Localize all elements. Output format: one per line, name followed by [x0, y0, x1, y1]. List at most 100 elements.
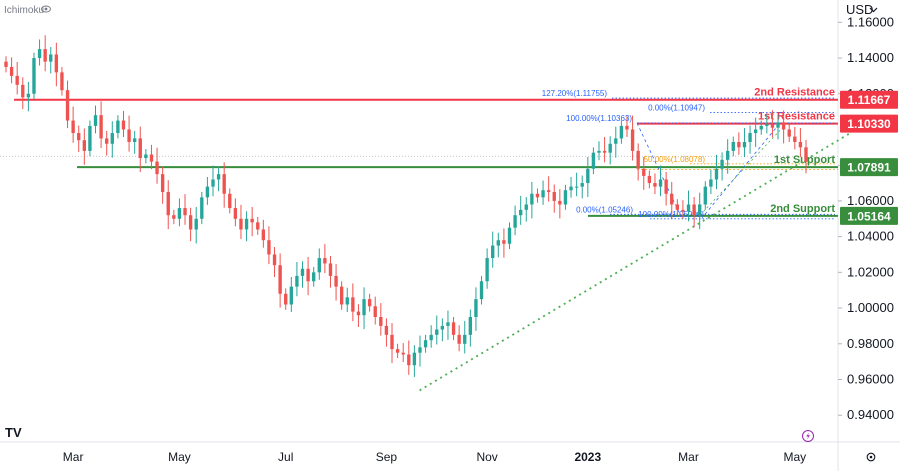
candle-body	[144, 154, 148, 159]
price-badge-label: 1.10330	[847, 117, 891, 131]
candle-body	[703, 186, 707, 205]
candle-body	[183, 208, 187, 216]
candle-body	[630, 129, 635, 151]
candle-body	[328, 263, 333, 276]
candle-body	[367, 299, 372, 307]
candle-body	[709, 179, 713, 187]
candle-body	[692, 204, 696, 216]
x-tick-label: May	[783, 450, 806, 464]
candle-body	[160, 174, 165, 192]
x-tick-label: May	[168, 450, 191, 464]
price-badge-label: 1.11667	[848, 93, 891, 107]
candle-body	[519, 209, 523, 216]
candle-body	[401, 352, 405, 355]
candle-body	[670, 193, 674, 205]
price-badge	[840, 206, 898, 225]
candle-body	[216, 174, 221, 180]
candle-body	[121, 120, 126, 130]
candle-body	[77, 133, 81, 141]
candle-body	[720, 159, 724, 169]
svg-text:TV: TV	[5, 425, 22, 440]
candle-body	[664, 179, 668, 194]
y-tick-label: 1.16000	[847, 14, 894, 29]
candle-body	[731, 141, 735, 151]
candle-body	[172, 215, 176, 219]
candle-body	[496, 240, 500, 246]
candle-body	[312, 272, 316, 282]
candle-body	[491, 245, 495, 259]
candle-body	[765, 124, 769, 126]
candle-body	[362, 299, 366, 316]
candle-body	[233, 208, 238, 219]
candle-body	[535, 193, 540, 198]
chevron-down-icon[interactable]	[869, 7, 878, 13]
candle-body	[105, 138, 109, 144]
candle-body	[686, 204, 691, 212]
candle-body	[244, 218, 249, 230]
candle-body	[642, 168, 646, 176]
fib-label: 50.00%(1.08078)	[644, 155, 706, 164]
candle-body	[82, 140, 86, 151]
candle-body	[770, 124, 775, 128]
candle-body	[798, 141, 803, 148]
eye-icon[interactable]	[41, 5, 51, 13]
candle-body	[177, 208, 182, 219]
currency-label: USD	[846, 2, 873, 17]
candle-body	[272, 254, 277, 266]
candle-body	[54, 54, 59, 73]
price-badge	[840, 114, 898, 133]
candle-body	[250, 218, 254, 223]
time-axis[interactable]: Mar May Jul Sep Nov 2023 Mar May	[63, 450, 806, 464]
candle-body	[485, 258, 489, 282]
candle-body	[323, 258, 327, 264]
candle-body	[647, 175, 652, 184]
candle-body	[373, 306, 377, 317]
candle-body	[339, 286, 344, 305]
candle-body	[463, 334, 467, 344]
fib-connector	[704, 122, 781, 215]
x-tick-label: 2023	[574, 450, 601, 464]
candle-body	[457, 334, 461, 344]
candle-body	[681, 209, 685, 212]
candle-body	[32, 58, 36, 94]
candle-body	[675, 204, 680, 210]
lightning-icon[interactable]	[802, 430, 814, 442]
candle-body	[317, 258, 321, 273]
candle-body	[351, 297, 355, 312]
candle-body	[43, 49, 47, 62]
candle-body	[474, 299, 478, 317]
indicator-label[interactable]: Ichimoku	[4, 5, 44, 16]
fibonacci-annotations: 127.20%(1.11755) 100.00%(1.10363) 0.00%(1.…	[542, 89, 835, 220]
candle-body	[278, 265, 282, 294]
candle-body	[88, 125, 92, 151]
price-badge	[840, 90, 898, 109]
gear-icon[interactable]	[866, 452, 876, 462]
candle-body	[530, 193, 534, 205]
candle-body	[222, 174, 226, 194]
candle-body	[334, 275, 338, 287]
candle-body	[524, 204, 528, 210]
candle-body	[256, 222, 260, 230]
fib-label: 0.00%(1.05246)	[576, 205, 633, 214]
candle-body	[602, 150, 607, 153]
candle-body	[412, 352, 417, 366]
candle-body	[205, 186, 210, 198]
candle-body	[284, 293, 288, 305]
candle-body	[379, 316, 383, 326]
candle-body	[658, 179, 663, 187]
x-tick-label: Mar	[678, 450, 699, 464]
candle-body	[748, 133, 752, 142]
candle-body	[345, 297, 349, 305]
candle-body	[60, 72, 64, 91]
candle-body	[552, 191, 556, 201]
candle-body	[384, 325, 389, 335]
candle-body	[267, 240, 271, 255]
candle-body	[166, 191, 170, 216]
candle-body	[742, 141, 747, 148]
candle-body	[127, 129, 131, 142]
candle-body	[446, 322, 450, 326]
candle-body	[239, 218, 243, 230]
